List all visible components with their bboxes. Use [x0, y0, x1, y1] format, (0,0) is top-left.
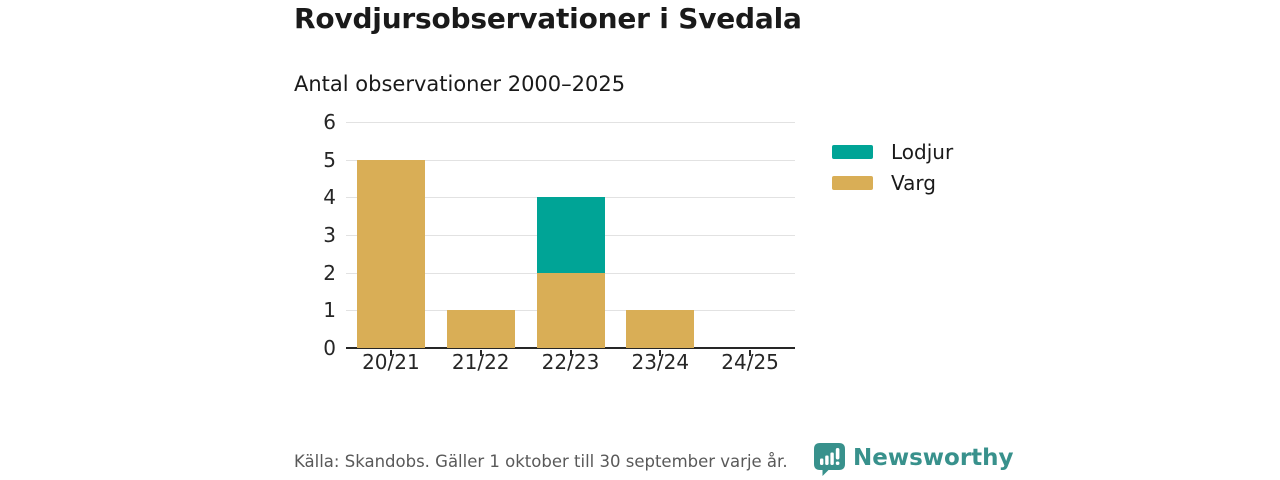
x-tick-mark — [389, 350, 392, 356]
bar-chart: 0 1 2 3 4 5 6 20/21 21/22 22/23 23/24 24/25 — [294, 110, 994, 400]
y-tick-label: 0 — [323, 336, 336, 360]
y-tick-label: 5 — [323, 147, 336, 172]
legend-item-varg: Varg — [832, 173, 953, 193]
x-tick-label: 21/22 — [451, 350, 510, 374]
x-tick-label: 24/25 — [721, 350, 779, 374]
bar-varg-20-21 — [356, 159, 425, 348]
x-tick-label: 22/23 — [541, 350, 600, 374]
y-tick-label: 4 — [323, 185, 336, 210]
legend-swatch-varg — [832, 176, 873, 190]
newsworthy-bubble-chart-icon — [814, 443, 845, 480]
legend-label: Lodjur — [891, 140, 954, 164]
bar-lodjur-22-23 — [536, 197, 605, 273]
bar-varg-22-23 — [536, 272, 605, 348]
legend-label: Varg — [891, 171, 936, 195]
gridline-y-6 — [346, 122, 795, 123]
gridline-y-5 — [346, 159, 795, 161]
x-tick-mark — [659, 350, 662, 356]
bar-varg-21-22 — [446, 310, 515, 348]
x-tick-mark — [569, 350, 572, 356]
x-tick-mark — [749, 350, 752, 356]
y-tick-label: 1 — [323, 298, 336, 323]
bar-varg-23-24 — [626, 310, 695, 348]
newsworthy-wordmark: Newsworthy — [853, 445, 1014, 471]
newsworthy-logo: Newsworthy — [814, 443, 1014, 480]
legend-item-lodjur: Lodjur — [832, 142, 953, 162]
y-tick-label: 2 — [323, 260, 336, 285]
source-note: Källa: Skandobs. Gäller 1 oktober till 3… — [294, 452, 788, 471]
x-tick-mark — [479, 350, 482, 356]
chart-title: Rovdjursobservationer i Svedala — [294, 2, 802, 35]
legend-swatch-lodjur — [832, 145, 873, 159]
chart-subtitle: Antal observationer 2000–2025 — [294, 72, 626, 96]
y-tick-label: 6 — [323, 110, 336, 134]
plot-area — [346, 122, 795, 356]
x-tick-label: 23/24 — [631, 350, 690, 374]
x-axis-line — [346, 347, 795, 349]
y-axis-labels: 0 1 2 3 4 5 6 — [294, 110, 336, 400]
legend: Lodjur Varg — [832, 142, 953, 204]
y-tick-label: 3 — [323, 223, 336, 247]
x-tick-label: 20/21 — [362, 350, 420, 374]
